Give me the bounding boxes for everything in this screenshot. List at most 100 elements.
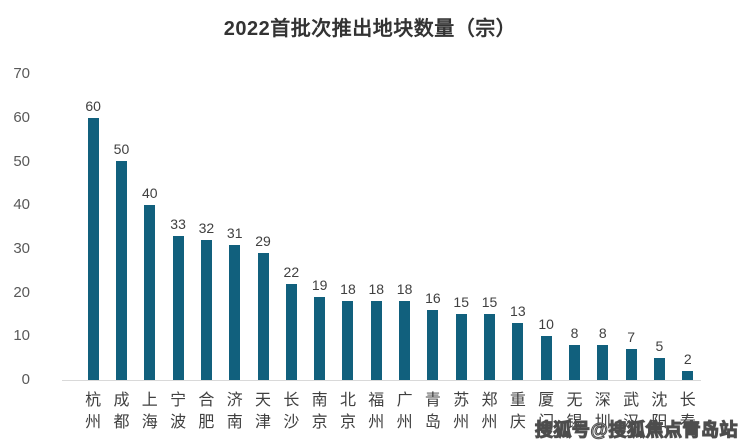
bar-value-label: 16	[425, 290, 441, 306]
bar	[625, 349, 637, 380]
bar-value-label: 15	[453, 294, 469, 310]
x-axis-label: 深 圳	[594, 392, 611, 431]
x-label-slot: 沈 阳	[645, 390, 673, 434]
x-axis-label: 广 州	[396, 392, 413, 431]
x-axis-label: 厦 门	[538, 392, 555, 431]
bar	[229, 245, 241, 380]
bar-slot: 7	[617, 329, 645, 380]
bar	[682, 371, 694, 380]
bar	[314, 297, 326, 380]
bar-slot: 29	[249, 233, 277, 380]
x-label-slot: 长 沙	[277, 390, 305, 434]
bar	[285, 284, 297, 380]
bar-slot: 50	[107, 141, 135, 380]
bar	[512, 323, 524, 380]
x-axis-label: 无 锡	[566, 392, 583, 431]
x-axis-label: 宁 波	[170, 392, 187, 431]
x-label-slot: 济 南	[221, 390, 249, 434]
bar-slot: 8	[560, 325, 588, 380]
x-label-slot: 杭 州	[79, 390, 107, 434]
y-tick-label: 70	[13, 65, 30, 83]
x-axis-label: 杭 州	[85, 392, 102, 431]
bar-value-label: 8	[570, 325, 579, 341]
bar-value-label: 18	[396, 281, 413, 297]
bar-slot: 16	[419, 290, 447, 380]
x-label-slot: 福 州	[362, 390, 390, 434]
x-label-slot: 合 肥	[192, 390, 220, 434]
bar	[172, 236, 184, 380]
bar-slot: 40	[136, 185, 164, 380]
x-axis-label: 南 京	[311, 392, 328, 431]
x-label-slot: 深 圳	[589, 390, 617, 434]
bar-value-label: 40	[141, 185, 158, 201]
x-label-slot: 重 庆	[504, 390, 532, 434]
plot-area: 60 50 40 33 32 31 29 22 19 18 18 18 16 15 15 13 10 8 8 7 5 2	[79, 62, 702, 380]
x-axis-label: 北 京	[339, 392, 356, 431]
bar-slot: 5	[645, 338, 673, 380]
bar-value-label: 32	[198, 220, 215, 236]
bar-slot: 18	[390, 281, 418, 380]
bar-value-label: 18	[368, 281, 385, 297]
x-axis-label: 济 南	[226, 392, 243, 431]
bar-value-label: 18	[340, 281, 356, 297]
bar	[87, 118, 99, 380]
bar-slot: 32	[192, 220, 220, 380]
bar	[200, 240, 212, 380]
y-tick-label: 60	[13, 108, 30, 126]
y-tick-label: 0	[21, 371, 30, 388]
y-axis: 0 10 20 30 40 50 60 70	[0, 0, 34, 444]
x-label-slot: 北 京	[334, 390, 362, 434]
x-axis-label: 重 庆	[509, 392, 526, 431]
bar-value-label: 7	[627, 329, 635, 345]
x-axis-label: 上 海	[141, 392, 158, 431]
bar-slot: 22	[277, 264, 305, 380]
x-axis-label: 合 肥	[198, 392, 215, 431]
bar-value-label: 22	[283, 264, 300, 280]
bar-value-label: 19	[311, 277, 328, 293]
bar-slot: 31	[221, 225, 249, 380]
bar	[540, 336, 552, 380]
x-axis-label: 沈 阳	[651, 392, 668, 431]
x-axis-label: 郑 州	[481, 392, 498, 431]
y-tick-label: 40	[13, 196, 30, 214]
bar-slot: 15	[475, 294, 503, 380]
bar-slot: 19	[306, 277, 334, 380]
bar	[455, 314, 467, 380]
x-axis-line	[62, 380, 701, 381]
y-tick-label: 20	[13, 283, 30, 301]
bar	[115, 161, 127, 380]
bar-value-label: 2	[683, 351, 692, 367]
x-axis-label: 青 岛	[424, 392, 441, 431]
bar	[144, 205, 156, 380]
watermark: 搜狐号@搜狐焦点青岛站	[534, 420, 738, 441]
chart-title: 2022首批次推出地块数量（宗）	[223, 18, 517, 40]
bar	[568, 345, 580, 380]
x-label-slot: 成 都	[107, 390, 135, 434]
x-label-slot: 郑 州	[475, 390, 503, 434]
x-label-slot: 无 锡	[560, 390, 588, 434]
bar-value-label: 10	[538, 316, 554, 332]
bar-slot: 33	[164, 216, 192, 380]
x-axis-label: 长 春	[679, 392, 696, 431]
bar-slot: 18	[362, 281, 390, 380]
bar	[597, 345, 609, 380]
x-label-slot: 厦 门	[532, 390, 560, 434]
x-axis-label: 天 津	[255, 392, 272, 431]
bar-value-label: 13	[510, 303, 526, 319]
y-tick-label: 50	[13, 152, 30, 170]
x-label-slot: 宁 波	[164, 390, 192, 434]
bar-slot: 13	[504, 303, 532, 380]
bar	[399, 301, 411, 380]
x-label-slot: 长 春	[674, 390, 702, 434]
bar-value-label: 60	[85, 98, 101, 114]
y-tick-label: 10	[13, 327, 30, 345]
bar	[427, 310, 439, 380]
bar	[257, 253, 269, 380]
x-label-slot: 天 津	[249, 390, 277, 434]
bar-slot: 10	[532, 316, 560, 380]
x-label-slot: 武 汉	[617, 390, 645, 434]
bar-value-label: 5	[655, 338, 664, 354]
x-axis-label: 成 都	[113, 392, 130, 431]
bar-value-label: 15	[481, 294, 498, 310]
x-label-slot: 青 岛	[419, 390, 447, 434]
